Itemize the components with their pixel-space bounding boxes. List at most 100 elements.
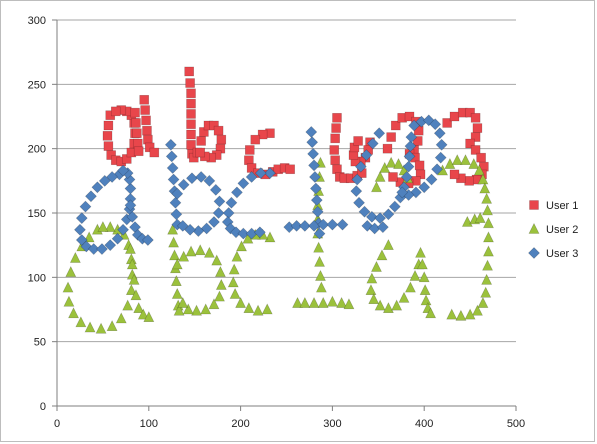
- data-point-triangle: [185, 245, 197, 257]
- data-point-triangle: [168, 236, 180, 248]
- data-point-triangle: [137, 308, 149, 320]
- data-point-triangle: [315, 281, 327, 293]
- data-point-triangle: [379, 161, 391, 173]
- data-point-square: [209, 120, 219, 131]
- data-point-diamond: [111, 232, 124, 245]
- x-tick-label: 400: [415, 418, 433, 430]
- legend-item: User 2: [528, 222, 578, 236]
- data-point-triangle: [313, 241, 325, 253]
- data-point-square: [102, 131, 113, 141]
- data-point-diamond: [164, 138, 177, 151]
- legend: User 1 User 2 User 3: [528, 200, 578, 260]
- data-point-diamond: [222, 207, 235, 219]
- data-point-triangle: [455, 309, 467, 321]
- data-point-triangle: [374, 299, 386, 311]
- data-point-square: [404, 111, 415, 122]
- data-point-triangle: [228, 263, 240, 275]
- data-point-diamond: [306, 136, 319, 149]
- data-point-triangle: [177, 296, 189, 308]
- data-point-square: [415, 169, 426, 180]
- data-point-diamond: [313, 227, 326, 240]
- data-point-diamond: [298, 219, 311, 232]
- data-point-triangle: [446, 308, 458, 320]
- data-point-triangle: [451, 154, 463, 166]
- data-point-triangle: [231, 250, 243, 262]
- data-point-diamond: [309, 182, 322, 195]
- data-point-diamond: [382, 208, 395, 221]
- data-point-diamond: [200, 222, 213, 235]
- data-point-triangle: [264, 231, 276, 243]
- data-point-triangle: [336, 296, 348, 308]
- data-point-square: [186, 98, 196, 109]
- data-point-diamond: [408, 119, 421, 132]
- y-tick-labels: 0 50 100 150 200 250 300: [28, 15, 57, 413]
- data-point-triangle: [171, 287, 183, 299]
- data-point-diamond: [171, 187, 184, 200]
- data-point-square: [213, 125, 224, 136]
- data-point-triangle: [171, 258, 183, 270]
- data-point-square: [131, 118, 141, 128]
- data-point-diamond: [186, 172, 198, 185]
- data-point-square: [449, 169, 460, 180]
- data-point-square: [186, 119, 196, 130]
- y-tick-label: 50: [34, 337, 46, 349]
- data-point-diamond: [165, 150, 178, 163]
- data-point-square: [196, 136, 206, 146]
- data-point-diamond: [184, 223, 197, 236]
- data-point-square: [465, 138, 475, 149]
- data-point-diamond: [195, 171, 208, 183]
- data-point-diamond: [388, 200, 401, 213]
- data-point-diamond: [404, 140, 417, 153]
- data-point-triangle: [191, 304, 203, 316]
- data-point-diamond: [366, 137, 379, 150]
- data-point-square: [330, 133, 340, 144]
- y-tick-label: 150: [28, 208, 46, 220]
- data-point-diamond: [400, 171, 413, 183]
- data-point-diamond: [208, 216, 220, 228]
- data-point-triangle: [391, 299, 403, 311]
- data-point-diamond: [74, 223, 86, 236]
- data-point-diamond: [87, 243, 100, 255]
- data-point-square: [184, 66, 194, 77]
- data-point-triangle: [214, 290, 225, 302]
- y-tick-label: 250: [28, 79, 46, 91]
- x-tick-label: 300: [323, 418, 341, 430]
- data-point-triangle: [481, 192, 493, 204]
- data-point-triangle: [464, 308, 476, 320]
- data-point-diamond: [350, 185, 363, 198]
- data-point-diamond: [124, 199, 137, 212]
- data-point-square: [442, 118, 452, 128]
- data-point-diamond: [167, 173, 180, 186]
- data-point-triangle: [308, 296, 320, 308]
- data-point-triangle: [182, 303, 194, 315]
- data-point-triangle: [211, 254, 223, 266]
- legend-marker: [528, 247, 540, 259]
- data-point-diamond: [212, 207, 225, 219]
- data-point-diamond: [91, 181, 104, 194]
- data-point-square: [329, 145, 340, 155]
- data-point-triangle: [75, 316, 87, 328]
- data-point-square: [142, 125, 152, 136]
- data-point-square: [244, 145, 255, 155]
- data-point-square: [449, 111, 460, 122]
- data-point-diamond: [106, 171, 119, 183]
- data-point-diamond: [310, 194, 323, 207]
- legend-item: User 3: [528, 247, 578, 260]
- data-point-square: [470, 145, 481, 155]
- data-point-diamond: [360, 149, 373, 162]
- data-point-triangle: [215, 278, 227, 290]
- data-point-diamond: [237, 177, 250, 190]
- y-tick-label: 0: [40, 401, 46, 413]
- data-point-triangle: [227, 276, 239, 288]
- data-point-square: [133, 146, 144, 157]
- legend-label: User 2: [546, 224, 578, 236]
- data-point-diamond: [317, 218, 330, 231]
- data-point-diamond: [307, 147, 320, 160]
- data-point-triangle: [368, 293, 380, 305]
- data-point-diamond: [354, 160, 367, 173]
- data-point-diamond: [253, 226, 266, 239]
- data-point-diamond: [351, 173, 364, 186]
- data-point-triangle: [173, 304, 185, 316]
- data-point-triangle: [169, 249, 180, 261]
